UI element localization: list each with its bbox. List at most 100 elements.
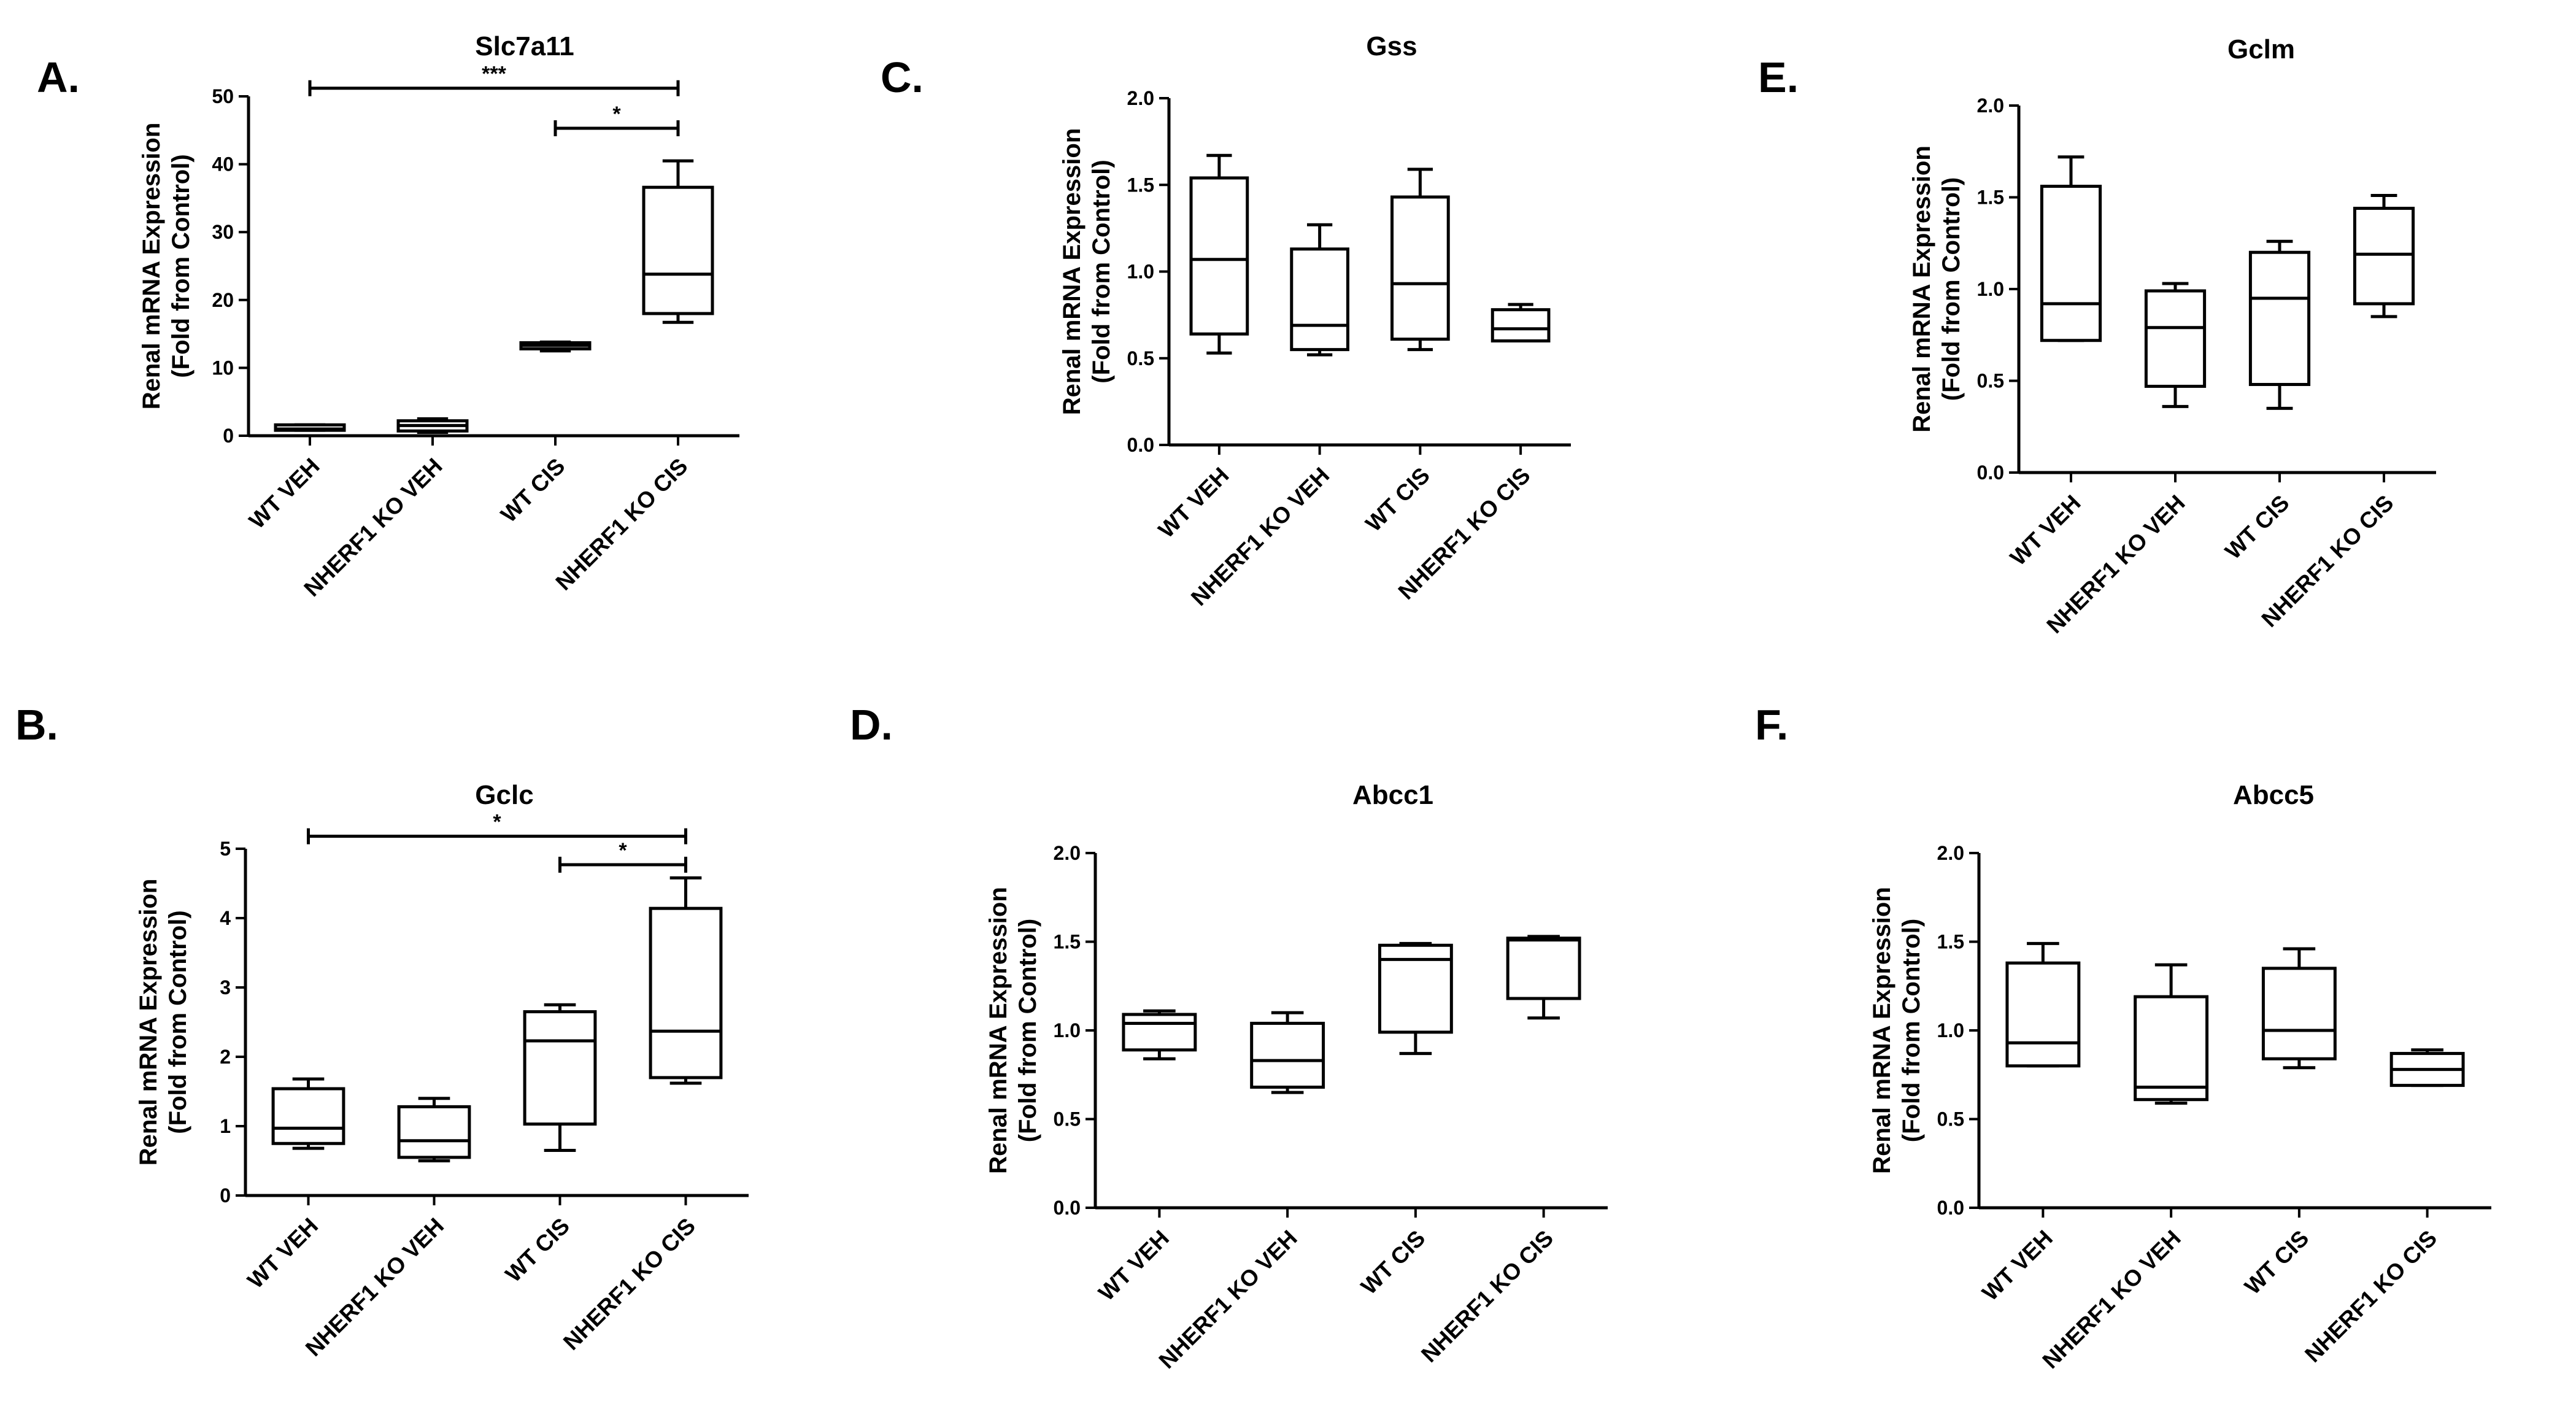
y-tick-label: 1: [220, 1115, 231, 1137]
box-2: [519, 340, 592, 353]
x-tick-label: NHERF1 KO VEH: [2038, 1226, 2186, 1373]
box-1: [396, 417, 469, 434]
y-axis-label: Renal mRNA Expression: [1059, 128, 1086, 415]
x-tick-label: NHERF1 KO CIS: [558, 1213, 700, 1355]
y-axis-label: Renal mRNA Expression: [985, 887, 1012, 1174]
y-tick-label: 2.0: [1977, 95, 2004, 117]
box-0: [1122, 1009, 1197, 1060]
panel-letter: A.: [37, 53, 80, 101]
y-tick-label: 40: [212, 153, 234, 176]
y-tick-label: 0.0: [1977, 462, 2004, 484]
chart-title: Abcc1: [1352, 780, 1433, 810]
chart-title: Gss: [1366, 31, 1417, 61]
y-tick-label: 0.5: [1937, 1108, 1964, 1130]
box-iqr: [397, 1105, 471, 1159]
y-tick-label: 2.0: [1127, 87, 1154, 109]
box-iqr: [2144, 289, 2207, 388]
x-tick-label: WT VEH: [2005, 490, 2086, 571]
y-axis-label: (Fold from Control): [164, 910, 191, 1134]
box-iqr: [1290, 247, 1349, 352]
box-iqr: [523, 1010, 597, 1126]
x-tick-label: WT CIS: [1360, 463, 1435, 537]
chart-title: Slc7a11: [475, 31, 574, 61]
box-iqr: [1490, 308, 1551, 342]
significance-label: *: [493, 811, 501, 834]
box-3: [1490, 303, 1551, 342]
chart-panel-0: A. Slc7a11 Renal mRNA Expression (Fold from…: [37, 31, 739, 601]
y-tick-label: 0.5: [1054, 1108, 1081, 1130]
chart-title: Abcc5: [2233, 780, 2314, 810]
y-tick-label: 0.0: [1054, 1197, 1081, 1219]
y-tick-label: 3: [220, 976, 231, 998]
box-iqr: [2261, 967, 2337, 1060]
box-iqr: [2248, 250, 2311, 386]
x-tick-label: NHERF1 KO VEH: [299, 454, 447, 601]
chart-panel-2: E. Gclm Renal mRNA Expression (Fold from Co…: [1758, 34, 2436, 638]
box-3: [642, 159, 714, 324]
box-3: [2389, 1048, 2465, 1087]
box-2: [523, 1003, 597, 1153]
y-axis-label: (Fold from Control): [1014, 919, 1041, 1142]
y-tick-label: 1.0: [1054, 1019, 1081, 1041]
y-tick-label: 10: [212, 357, 234, 379]
x-tick-label: WT VEH: [1093, 1226, 1174, 1306]
y-tick-label: 2.0: [1937, 842, 1964, 864]
chart-panel-4: D. Abcc1 Renal mRNA Expression (Fold from C…: [850, 701, 1608, 1373]
box-iqr: [1122, 1013, 1197, 1052]
x-tick-label: NHERF1 KO CIS: [551, 454, 693, 595]
y-tick-label: 0.0: [1937, 1197, 1964, 1219]
y-axis-label: Renal mRNA Expression: [1908, 145, 1935, 433]
y-tick-label: 0.5: [1977, 370, 2004, 392]
box-iqr: [1390, 195, 1450, 341]
significance-bracket-0: ***: [308, 63, 680, 96]
y-tick-label: 1.0: [1937, 1019, 1964, 1041]
box-iqr: [649, 906, 723, 1080]
box-2: [1390, 168, 1450, 352]
y-axis-label: (Fold from Control): [1898, 919, 1925, 1142]
box-0: [271, 1077, 345, 1150]
chart-panel-1: C. Gss Renal mRNA Expression (Fold from Con…: [881, 31, 1571, 611]
y-tick-label: 2.0: [1054, 842, 1081, 864]
y-axis-label: Renal mRNA Expression: [1868, 887, 1895, 1174]
chart-title: Gclc: [475, 780, 533, 810]
y-tick-label: 1.0: [1127, 261, 1154, 283]
chart-panel-5: F. Abcc5 Renal mRNA Expression (Fold from C…: [1755, 701, 2491, 1373]
y-tick-label: 1.5: [1127, 174, 1154, 196]
x-tick-label: WT VEH: [244, 454, 325, 534]
box-iqr: [1189, 176, 1249, 336]
box-iqr: [2005, 961, 2081, 1068]
x-tick-label: NHERF1 KO VEH: [1154, 1226, 1302, 1373]
x-tick-label: WT CIS: [501, 1213, 575, 1288]
box-0: [1189, 153, 1249, 355]
significance-bracket-0: *: [307, 811, 687, 844]
y-tick-label: 20: [212, 289, 234, 311]
box-0: [2040, 155, 2102, 342]
box-3: [649, 876, 723, 1085]
y-tick-label: 5: [220, 838, 231, 860]
box-3: [1506, 935, 1581, 1020]
panel-letter: D.: [850, 701, 893, 749]
x-tick-label: WT CIS: [496, 454, 570, 528]
box-0: [2005, 941, 2081, 1068]
panel-letter: C.: [881, 53, 924, 101]
y-axis-label: Renal mRNA Expression: [135, 879, 162, 1166]
x-tick-label: NHERF1 KO CIS: [2300, 1226, 2442, 1367]
box-iqr: [1250, 1021, 1325, 1089]
panel-letter: B.: [15, 701, 58, 749]
x-tick-label: NHERF1 KO CIS: [1416, 1226, 1558, 1367]
y-axis-label: (Fold from Control): [1938, 177, 1965, 401]
y-tick-label: 0.0: [1127, 434, 1154, 456]
y-tick-label: 4: [220, 907, 231, 929]
chart-title: Gclm: [2227, 34, 2295, 64]
box-iqr: [271, 1087, 345, 1145]
box-1: [2144, 282, 2207, 408]
box-iqr: [1506, 937, 1581, 1000]
y-tick-label: 30: [212, 221, 234, 243]
box-3: [2353, 194, 2415, 319]
box-iqr: [2040, 185, 2102, 342]
panel-letter: F.: [1755, 701, 1788, 749]
x-tick-label: NHERF1 KO VEH: [301, 1213, 449, 1361]
y-tick-label: 1.5: [1937, 931, 1964, 953]
box-1: [1290, 223, 1349, 357]
